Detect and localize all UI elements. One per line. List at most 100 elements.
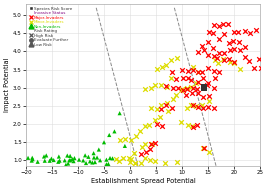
Point bbox=[44, 154, 49, 157]
Point bbox=[163, 84, 168, 87]
Point bbox=[186, 77, 190, 80]
Point bbox=[155, 107, 159, 110]
Point bbox=[196, 92, 200, 95]
Point bbox=[143, 156, 147, 159]
Point bbox=[171, 97, 175, 100]
Point bbox=[206, 81, 210, 84]
Point bbox=[67, 159, 72, 162]
Point bbox=[205, 84, 209, 87]
Point bbox=[257, 58, 261, 61]
Point bbox=[200, 104, 204, 107]
Point bbox=[186, 123, 190, 126]
Point bbox=[195, 51, 200, 54]
Point bbox=[113, 157, 118, 160]
Point bbox=[132, 161, 137, 164]
Point bbox=[185, 107, 189, 110]
Point bbox=[160, 125, 164, 128]
Point bbox=[217, 71, 221, 74]
Point bbox=[186, 70, 191, 73]
Point bbox=[160, 65, 164, 68]
Point bbox=[148, 106, 153, 109]
Point bbox=[148, 158, 152, 161]
Point bbox=[150, 143, 154, 146]
Point bbox=[155, 122, 159, 125]
Point bbox=[158, 115, 162, 118]
Point bbox=[95, 156, 99, 159]
Point bbox=[81, 159, 85, 162]
Point bbox=[132, 151, 137, 154]
Point bbox=[180, 88, 184, 91]
Point bbox=[169, 77, 173, 80]
Point bbox=[159, 83, 163, 86]
Point bbox=[154, 67, 159, 70]
Point bbox=[170, 70, 174, 73]
Point bbox=[149, 143, 154, 146]
Point bbox=[140, 146, 144, 149]
Point bbox=[196, 80, 200, 83]
Point bbox=[64, 163, 68, 166]
Point bbox=[201, 84, 206, 87]
Point bbox=[139, 152, 143, 155]
Point bbox=[57, 155, 61, 158]
Point bbox=[231, 39, 235, 42]
Point bbox=[70, 158, 74, 161]
Point bbox=[174, 93, 178, 96]
Point bbox=[195, 124, 199, 127]
Point bbox=[147, 124, 152, 127]
Point bbox=[72, 157, 77, 160]
Point bbox=[195, 70, 200, 73]
Point bbox=[254, 29, 258, 32]
Point bbox=[195, 87, 199, 90]
Point bbox=[194, 104, 199, 107]
Point bbox=[163, 161, 167, 164]
Point bbox=[191, 69, 195, 72]
Point bbox=[65, 154, 69, 157]
Point bbox=[77, 158, 81, 161]
Point bbox=[217, 52, 221, 55]
Point bbox=[174, 161, 179, 164]
Point bbox=[166, 109, 170, 112]
Point bbox=[56, 160, 60, 163]
Point bbox=[178, 88, 183, 91]
Point bbox=[129, 138, 133, 141]
Point bbox=[153, 142, 157, 145]
Point bbox=[57, 159, 62, 162]
Point bbox=[185, 87, 189, 90]
Point bbox=[191, 125, 195, 128]
Point bbox=[221, 23, 225, 26]
Point bbox=[213, 59, 217, 62]
Point bbox=[212, 86, 216, 89]
Point bbox=[51, 158, 56, 161]
Point bbox=[158, 107, 163, 110]
Point bbox=[164, 64, 169, 67]
Point bbox=[112, 130, 117, 133]
Point bbox=[191, 86, 195, 89]
Point bbox=[159, 103, 163, 106]
Point bbox=[66, 162, 70, 165]
Point bbox=[98, 159, 102, 162]
Point bbox=[43, 159, 47, 162]
Point bbox=[92, 156, 96, 159]
Point bbox=[232, 62, 236, 65]
Point bbox=[26, 156, 30, 159]
Point bbox=[200, 76, 205, 79]
Point bbox=[202, 147, 206, 150]
Point bbox=[242, 29, 247, 32]
Point bbox=[90, 161, 95, 164]
Point bbox=[180, 69, 184, 72]
Point bbox=[207, 99, 211, 102]
Point bbox=[107, 133, 111, 136]
Point bbox=[227, 58, 231, 61]
Point bbox=[153, 84, 158, 87]
Point bbox=[206, 95, 211, 98]
Point bbox=[68, 154, 72, 157]
Point bbox=[144, 150, 148, 153]
Point bbox=[211, 55, 216, 58]
Point bbox=[176, 86, 180, 89]
Point bbox=[174, 77, 178, 80]
Point bbox=[243, 55, 247, 58]
Point bbox=[91, 152, 96, 155]
Point bbox=[206, 105, 210, 108]
Point bbox=[215, 57, 219, 60]
Point bbox=[194, 81, 199, 84]
